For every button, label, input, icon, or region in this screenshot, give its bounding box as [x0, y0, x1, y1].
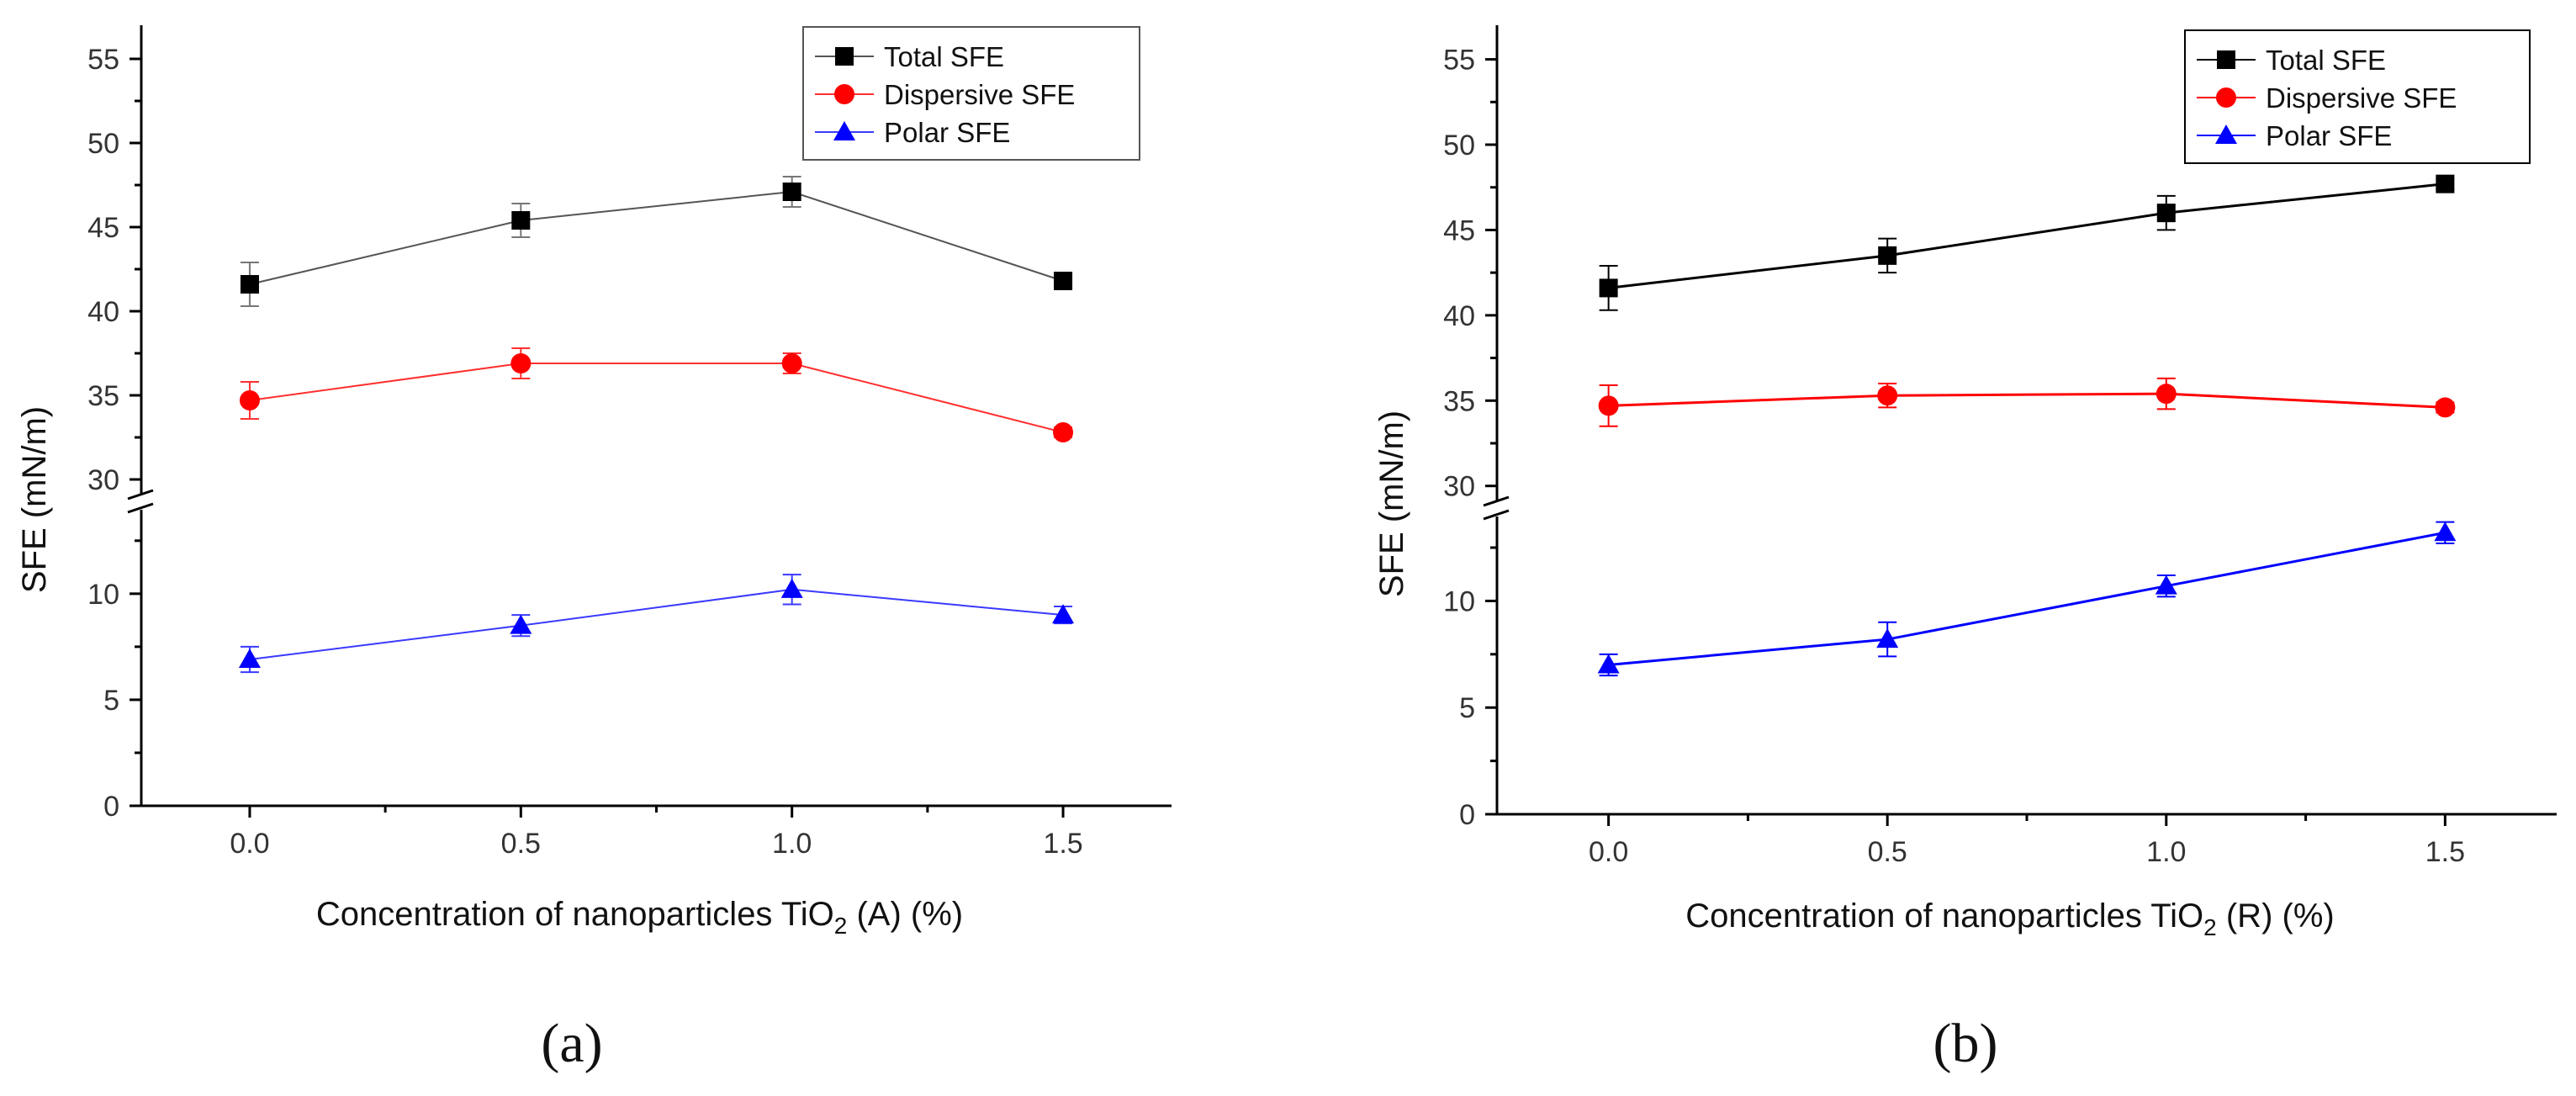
y-tick-label: 30	[87, 464, 119, 496]
legend: Total SFE Dispersive SFE Polar SFE	[802, 26, 1140, 161]
y-tick-label: 0	[103, 791, 119, 823]
series-polar-sfe	[1597, 521, 2457, 677]
x-axis-title: Concentration of nanoparticles TiO2 (R) …	[1685, 897, 2334, 940]
data-point	[1877, 385, 1898, 406]
y-tick-label: 10	[1443, 585, 1475, 617]
x-tick-label: 1.5	[1043, 828, 1082, 860]
x-axis-title-main: Concentration of nanoparticles TiO	[1685, 897, 2203, 935]
x-axis-title-suffix: (R) (%)	[2217, 897, 2335, 935]
series-line	[249, 588, 1064, 661]
data-point	[511, 211, 531, 230]
panel-label: (a)	[541, 1013, 602, 1074]
data-point	[2436, 174, 2455, 193]
data-point	[2156, 204, 2176, 223]
y-tick-label: 45	[87, 212, 119, 244]
axis-break-mark	[127, 489, 154, 500]
axis-break-mark	[127, 502, 154, 514]
x-tick-label: 1.0	[2146, 836, 2186, 868]
legend-marker	[2215, 124, 2237, 144]
legend: Total SFE Dispersive SFE Polar SFE	[2184, 29, 2531, 164]
y-axis-title: SFE (mN/m)	[1373, 410, 1410, 597]
y-tick-label: 45	[1443, 214, 1475, 246]
series-line	[1608, 531, 2446, 666]
x-tick-label: 0.5	[1868, 836, 1907, 868]
x-axis-title: Concentration of nanoparticles TiO2 (A) …	[316, 896, 963, 939]
legend-marker	[2217, 50, 2235, 69]
panel-label: (b)	[1933, 1013, 1998, 1074]
legend-label: Total SFE	[884, 41, 1004, 72]
y-tick-label: 40	[1443, 300, 1475, 332]
y-tick-label: 5	[1459, 692, 1475, 724]
y-tick-label: 55	[87, 44, 119, 76]
x-tick-label: 1.0	[772, 828, 812, 860]
chart-panel-b: 0 5 10 30 35 40 45 50 55 0.0 0.5 1.0 1.5 SFE (mN/m) Co…	[1373, 25, 2557, 1074]
data-point	[240, 275, 259, 294]
y-tick-label: 40	[87, 296, 119, 328]
y-tick-label: 10	[87, 579, 119, 611]
x-axis-title-subscript: 2	[834, 913, 848, 939]
series-dispersive-sfe	[239, 347, 1074, 442]
y-tick-label: 0	[1459, 799, 1475, 831]
data-point	[1054, 272, 1073, 290]
y-tick-label: 5	[103, 685, 119, 717]
data-point	[2155, 574, 2177, 595]
legend-label: Polar SFE	[2266, 120, 2392, 151]
series-total-sfe	[240, 176, 1073, 307]
series-dispersive-sfe	[1598, 377, 2456, 427]
axis-break-mark	[1483, 495, 1510, 507]
data-point	[510, 614, 532, 634]
data-point	[510, 353, 532, 373]
data-point	[239, 390, 260, 410]
x-axis-title-main: Concentration of nanoparticles TiO	[316, 896, 834, 933]
legend-label: Dispersive SFE	[884, 79, 1075, 110]
chart-panel-a: 0 5 10 30 35 40 45 50 55 0.0 0.5 1.0 1.5 SFE (mN/m) Co…	[16, 25, 1172, 1074]
y-axis-title: SFE (mN/m)	[16, 406, 53, 593]
series-total-sfe	[1599, 174, 2455, 311]
y-tick-label: 55	[1443, 45, 1475, 77]
y-tick-label: 35	[87, 380, 119, 412]
data-point	[781, 353, 802, 373]
data-point	[1052, 604, 1075, 624]
y-tick-label: 35	[1443, 385, 1475, 417]
data-point	[1599, 278, 1618, 298]
series-line	[1608, 392, 2446, 409]
legend-marker	[833, 121, 855, 140]
x-tick-label: 0.0	[230, 828, 269, 860]
y-tick-label: 50	[1443, 130, 1475, 161]
data-point	[782, 183, 801, 201]
data-point	[1053, 422, 1074, 442]
data-point	[780, 578, 803, 598]
legend-label: Dispersive SFE	[2266, 82, 2457, 114]
series-line	[249, 190, 1064, 285]
y-tick-label: 30	[1443, 471, 1475, 503]
series-polar-sfe	[238, 574, 1075, 674]
data-point	[2155, 384, 2177, 405]
legend-marker	[835, 47, 854, 66]
x-axis-title-suffix: (A) (%)	[847, 896, 963, 933]
axis-break-mark	[1483, 509, 1510, 521]
data-point	[2435, 397, 2456, 418]
legend-marker	[2216, 87, 2236, 108]
data-point	[1598, 395, 1619, 416]
legend-marker	[834, 84, 854, 104]
y-tick-label: 50	[87, 128, 119, 160]
series-line	[1608, 183, 2446, 289]
data-point	[1597, 654, 1620, 674]
legend-label: Total SFE	[2266, 45, 2386, 76]
x-tick-label: 0.5	[501, 828, 541, 860]
legend-label: Polar SFE	[884, 117, 1010, 148]
x-tick-label: 0.0	[1589, 836, 1628, 868]
data-point	[1878, 246, 1897, 265]
data-point	[238, 649, 261, 669]
data-point	[2434, 522, 2457, 542]
data-point	[1876, 628, 1899, 649]
x-tick-label: 1.5	[2425, 836, 2465, 868]
x-axis-title-subscript: 2	[2203, 914, 2217, 940]
series-line	[249, 363, 1064, 433]
